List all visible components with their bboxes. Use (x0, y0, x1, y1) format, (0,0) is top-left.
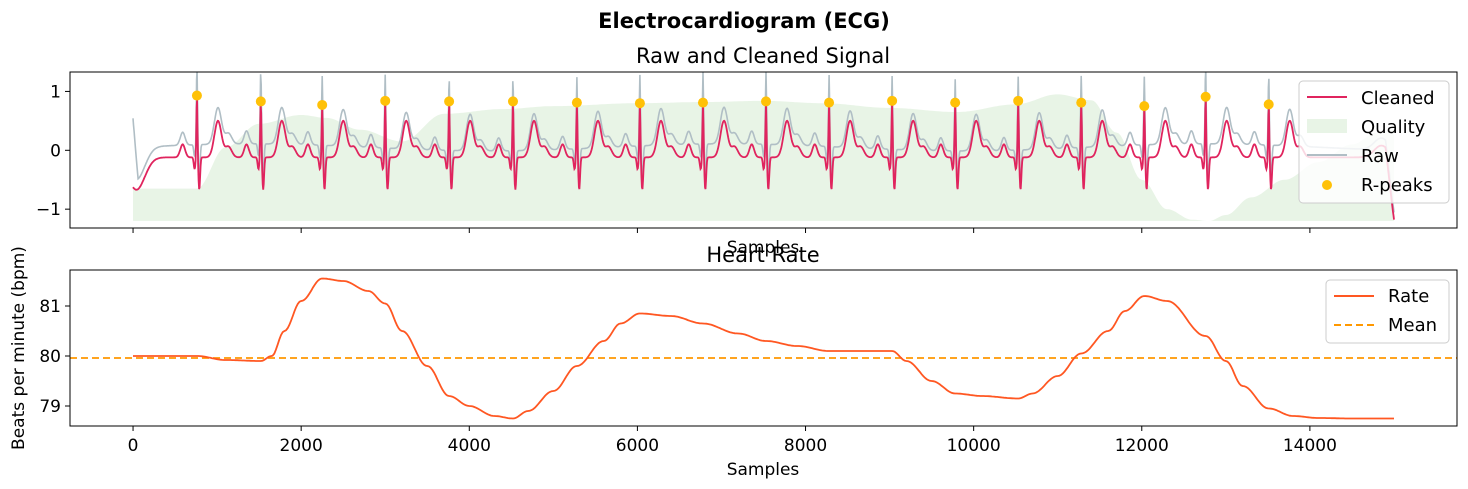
r-peak-point (255, 96, 266, 107)
raw-signal-line (132, 72, 1395, 213)
r-peak-point (1200, 91, 1211, 102)
panel2-ylabel: Beats per minute (bpm) (9, 246, 29, 450)
heart-rate-panel: Heart Rate 0 2000 4000 6000 8000 10000 12000 14… (9, 243, 1458, 480)
legend-raw-label: Raw (1361, 146, 1399, 167)
r-peak-point (191, 90, 202, 101)
r-peak-point (444, 96, 455, 107)
legend-quality-swatch (1307, 119, 1347, 133)
panel2-xtick-label: 2000 (280, 436, 323, 456)
figure-title: Electrocardiogram (ECG) (598, 9, 890, 33)
legend-rate-label: Rate (1388, 286, 1429, 307)
r-peak-point (571, 97, 582, 108)
panel2-xtick-label: 12000 (1115, 436, 1169, 456)
r-peak-point (1013, 95, 1024, 106)
panel1-title: Raw and Cleaned Signal (636, 44, 890, 68)
panel2-xtick-label: 6000 (616, 436, 659, 456)
r-peak-point (697, 97, 708, 108)
r-peak-point (1076, 97, 1087, 108)
legend-cleaned-label: Cleaned (1361, 88, 1435, 109)
cleaned-signal-line (132, 99, 1395, 220)
panel1-legend: Cleaned Quality Raw R-peaks (1298, 80, 1450, 204)
panel2-xtick-label: 0 (128, 436, 139, 456)
panel2-xtick-label: 10000 (947, 436, 1001, 456)
panel2-xtick-label: 14000 (1283, 436, 1337, 456)
raw-cleaned-panel: Raw and Cleaned Signal 1 0 −1 Samples Clea… (36, 44, 1458, 258)
panel2-ytick-label: 80 (39, 347, 61, 367)
r-peak-point (634, 98, 645, 109)
r-peak-point (507, 96, 518, 107)
panel2-title: Heart Rate (706, 243, 819, 267)
r-peak-point (1139, 101, 1150, 112)
r-peak-point (380, 95, 391, 106)
r-peak-point (950, 97, 961, 108)
panel2-xtick-label: 8000 (784, 436, 827, 456)
panel2-frame (69, 269, 1458, 427)
panel1-ytick-label: 0 (50, 141, 61, 161)
r-peak-point (761, 96, 772, 107)
r-peak-point (824, 97, 835, 108)
r-peak-point (1263, 99, 1274, 110)
panel2-xlabel: Samples (727, 460, 800, 480)
panel1-ytick-label: 1 (50, 82, 61, 102)
heart-rate-line (133, 277, 1394, 420)
panel2-ytick-label: 81 (39, 297, 61, 317)
r-peak-point (887, 95, 898, 106)
panel1-ytick-label: −1 (36, 200, 61, 220)
legend-quality-label: Quality (1361, 117, 1426, 138)
panel2-xtick-label: 4000 (448, 436, 491, 456)
legend-mean-label: Mean (1388, 315, 1437, 336)
legend-rpeaks-label: R-peaks (1361, 175, 1433, 196)
panel1-xlabel: Samples (727, 238, 800, 258)
panel2-ytick-label: 79 (39, 397, 61, 417)
panel2-legend: Rate Mean (1325, 279, 1450, 344)
legend-rpeaks-swatch (1322, 180, 1332, 190)
r-peak-point (317, 99, 328, 110)
